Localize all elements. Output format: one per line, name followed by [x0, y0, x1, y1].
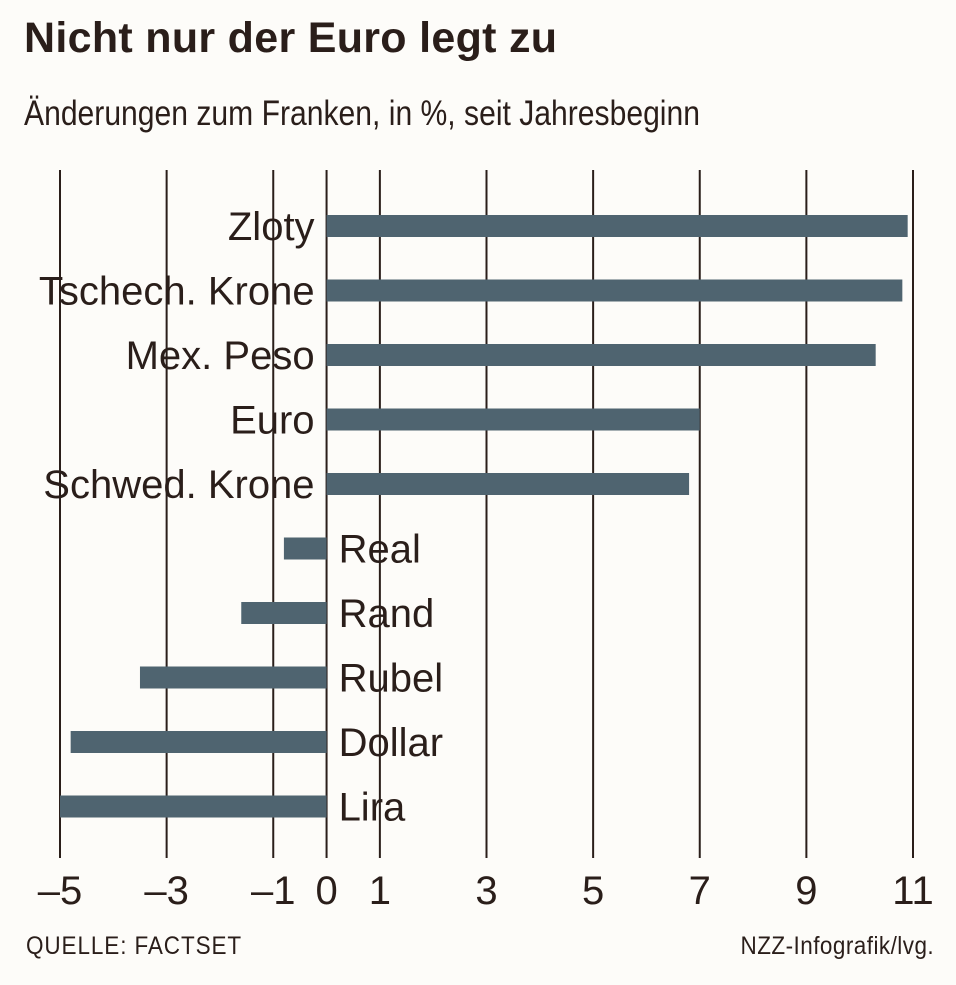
category-label: Rand — [339, 592, 435, 636]
x-tick-label: 7 — [689, 869, 711, 913]
chart-subtitle: Änderungen zum Franken, in %, seit Jahre… — [24, 94, 700, 133]
x-tick-labels: –5 –3 –1 0 1 3 5 7 9 11 — [38, 869, 934, 913]
bar — [326, 344, 876, 366]
bar — [283, 537, 327, 560]
bar — [326, 279, 903, 302]
source-note: QUELLE: FACTSET — [26, 932, 243, 960]
category-label: Real — [339, 528, 421, 572]
category-label: Lira — [339, 786, 406, 830]
bar — [326, 408, 700, 431]
credit-note: NZZ-Infografik/lvg. — [740, 932, 934, 960]
category-label: Rubel — [339, 657, 444, 701]
x-tick-label: 0 — [315, 869, 337, 913]
chart-title: Nicht nur der Euro legt zu — [24, 14, 558, 62]
x-tick-label: 11 — [892, 869, 934, 913]
category-labels: Zloty Tschech. Krone Mex. Peso Euro Schwed. … — [39, 205, 443, 830]
bars — [60, 215, 908, 818]
x-tick-label: 5 — [582, 869, 604, 913]
x-tick-label: 3 — [475, 869, 497, 913]
x-tick-label: –5 — [38, 869, 83, 913]
bar — [326, 215, 908, 237]
category-label: Zloty — [228, 205, 315, 249]
x-tick-label: 9 — [795, 869, 817, 913]
x-tick-label: –3 — [144, 869, 189, 913]
category-label: Schwed. Krone — [43, 463, 314, 507]
bar — [326, 473, 690, 495]
category-label: Tschech. Krone — [39, 270, 315, 314]
category-label: Mex. Peso — [126, 334, 315, 378]
bar — [70, 731, 327, 753]
category-label: Euro — [230, 399, 315, 443]
bar — [139, 666, 327, 689]
bar — [60, 795, 327, 818]
x-tick-label: 1 — [369, 869, 391, 913]
x-tick-label: –1 — [251, 869, 296, 913]
category-label: Dollar — [339, 721, 443, 765]
bar — [241, 602, 327, 624]
